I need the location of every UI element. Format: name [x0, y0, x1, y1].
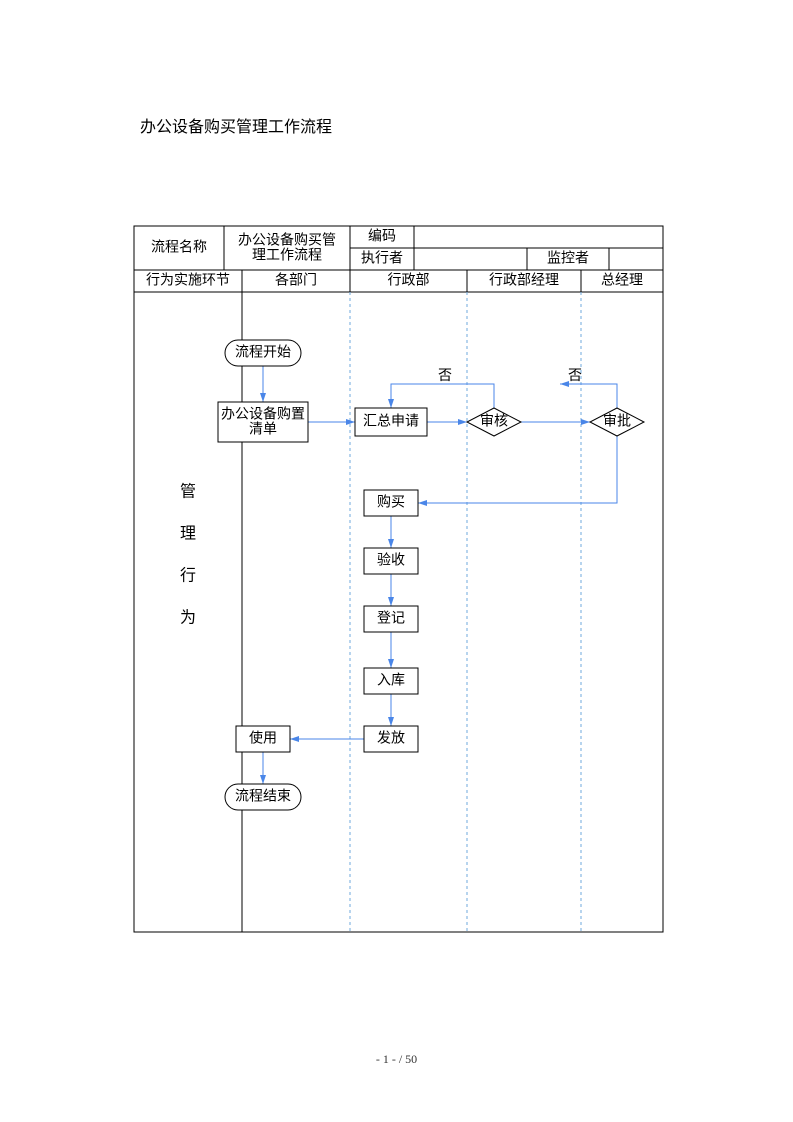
- svg-text:办公设备购买管理工作流程: 办公设备购买管理工作流程: [238, 231, 336, 263]
- svg-text:管: 管: [180, 483, 196, 501]
- svg-text:执行者: 执行者: [361, 251, 403, 267]
- svg-text:行政部经理: 行政部经理: [489, 273, 559, 289]
- svg-text:否: 否: [438, 369, 452, 384]
- svg-text:总经理: 总经理: [601, 273, 643, 289]
- svg-text:审批: 审批: [603, 414, 631, 430]
- svg-text:为: 为: [180, 609, 196, 627]
- svg-text:行为实施环节: 行为实施环节: [146, 273, 230, 289]
- svg-text:购买: 购买: [377, 495, 405, 511]
- svg-text:行政部: 行政部: [388, 273, 430, 289]
- flowchart-diagram: 流程名称 办公设备购买管理工作流程 编码执行者 监控者行为实施环节 各部门 行政部 行政部经…: [0, 0, 793, 1122]
- svg-text:使用: 使用: [249, 730, 277, 747]
- page: { "document": { "title": "办公设备购买管理工作流程",…: [0, 0, 793, 1122]
- svg-text:审核: 审核: [480, 414, 508, 430]
- svg-text:发放: 发放: [377, 731, 405, 747]
- svg-text:行: 行: [180, 567, 196, 585]
- svg-text:否: 否: [568, 369, 582, 384]
- svg-text:流程名称: 流程名称: [151, 240, 207, 256]
- svg-text:流程开始: 流程开始: [235, 345, 291, 361]
- svg-text:登记: 登记: [377, 611, 405, 627]
- svg-text:编码: 编码: [368, 229, 396, 245]
- svg-text:验收: 验收: [377, 553, 405, 569]
- svg-text:监控者: 监控者: [547, 251, 589, 267]
- svg-text:汇总申请: 汇总申请: [363, 414, 419, 430]
- svg-text:各部门: 各部门: [275, 273, 317, 289]
- svg-text:入库: 入库: [377, 673, 405, 689]
- svg-text:理: 理: [180, 526, 196, 543]
- svg-text:流程结束: 流程结束: [235, 789, 291, 805]
